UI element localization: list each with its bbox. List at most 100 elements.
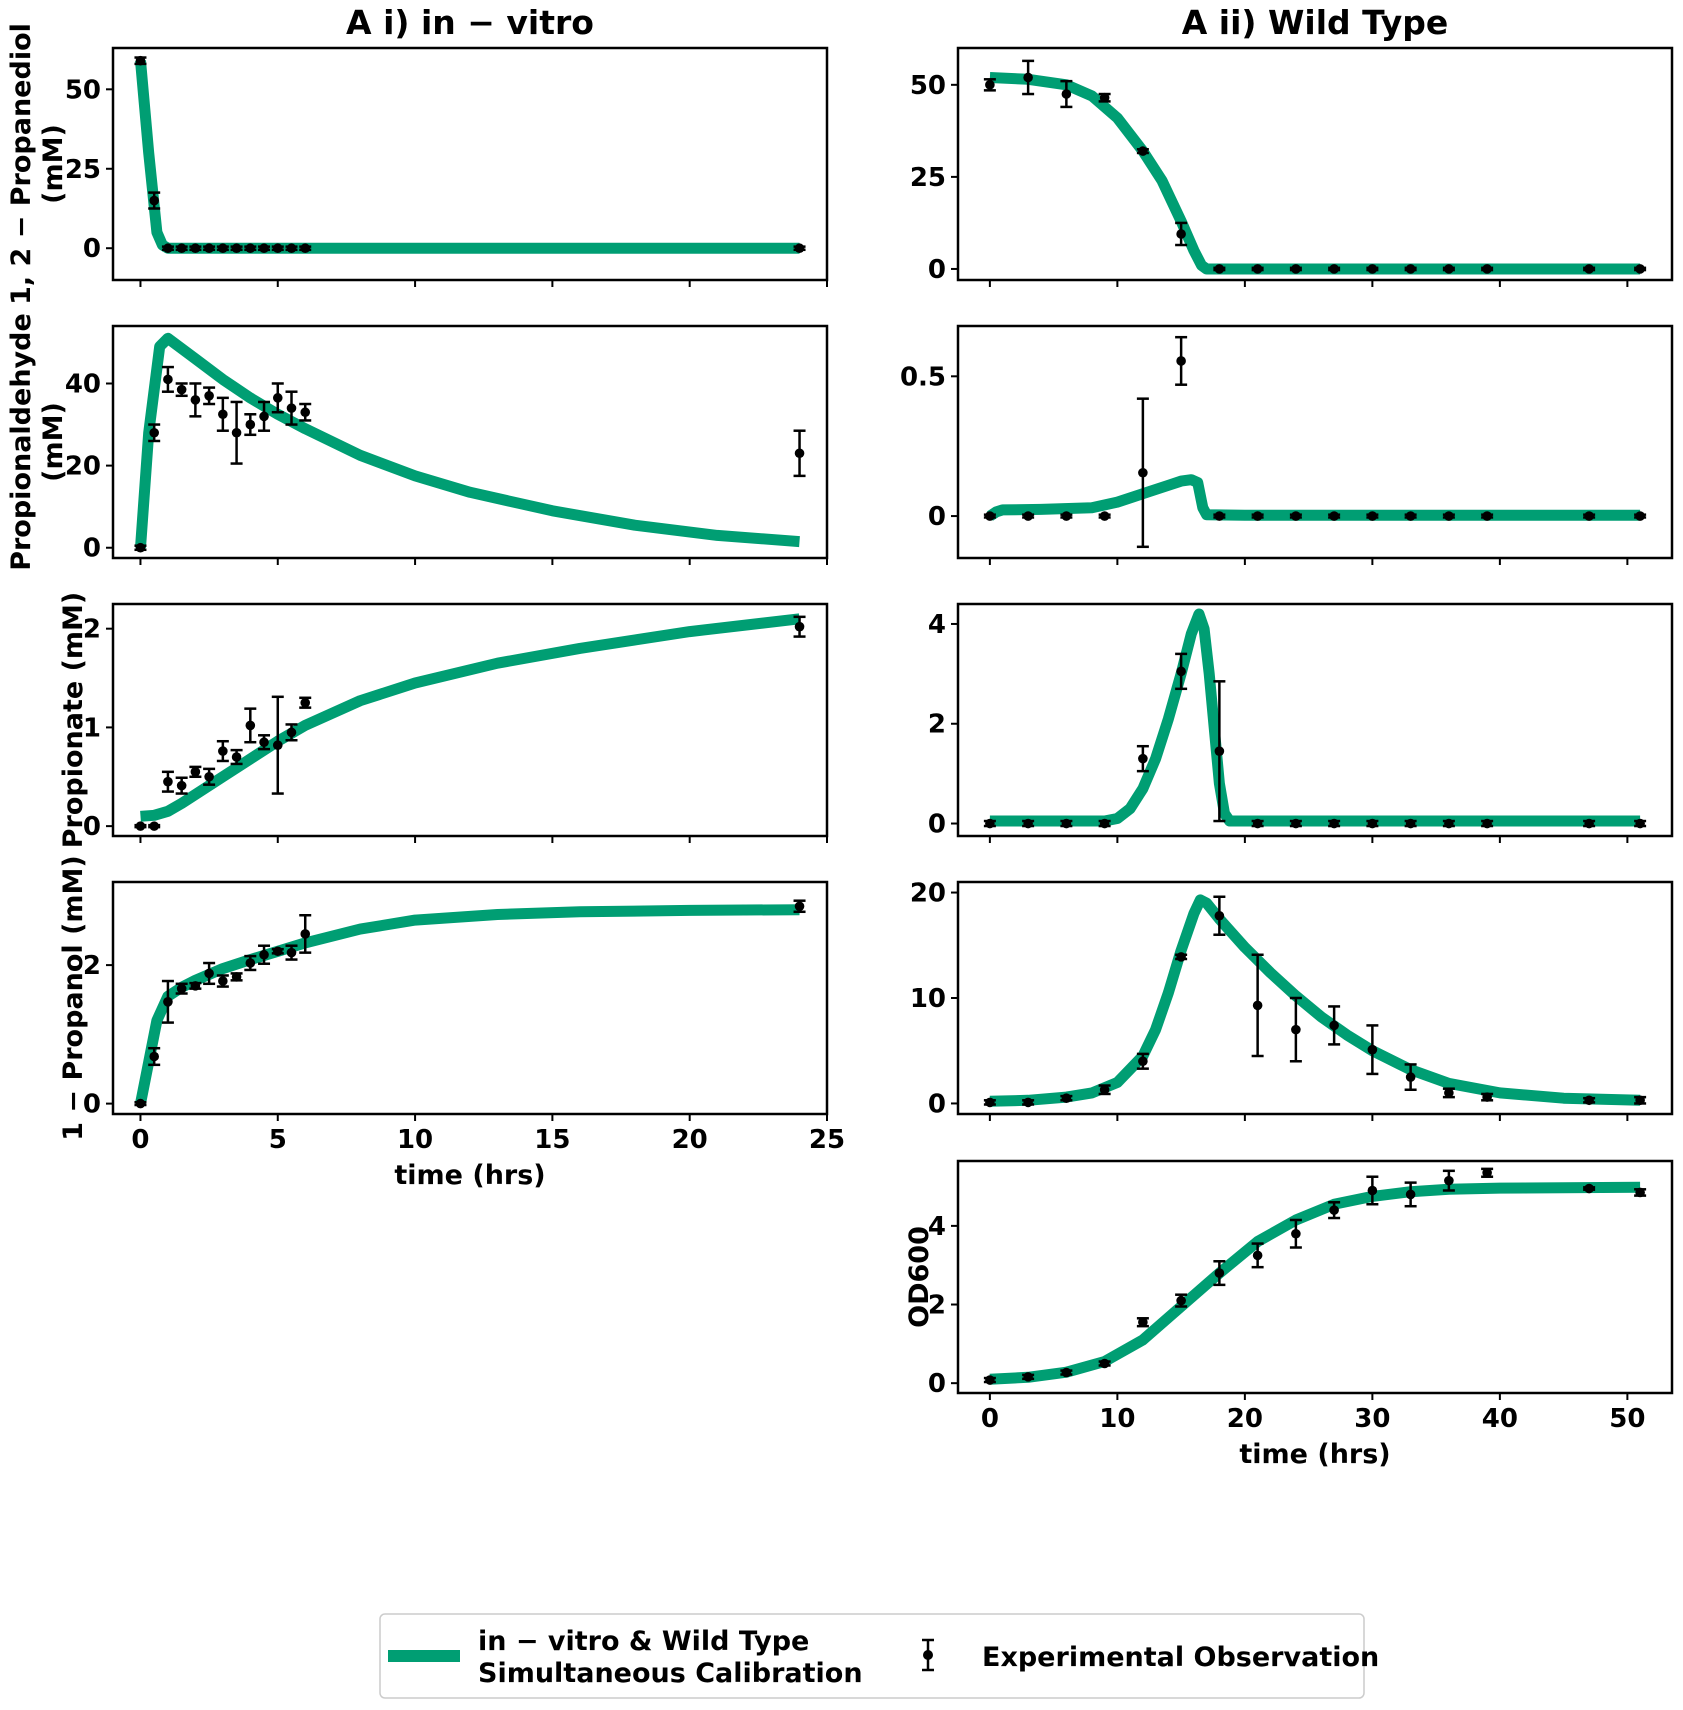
observation-point [1442, 818, 1455, 829]
observation-point [244, 243, 257, 254]
observation-point [1328, 1201, 1341, 1220]
observation-point [1213, 511, 1226, 521]
observation-point [1634, 818, 1647, 829]
y-tick-label: 40 [65, 369, 101, 399]
y-tick-label: 0 [83, 534, 101, 564]
observation-point [299, 402, 312, 422]
observation-point [1213, 1260, 1226, 1287]
y-tick-label: 2 [928, 1291, 946, 1321]
model-series-line [135, 904, 800, 1105]
observation-point [161, 979, 174, 1024]
observation-point [189, 382, 202, 418]
observation-point [793, 899, 806, 914]
observation-point [1328, 511, 1341, 521]
observation-point [1060, 1093, 1073, 1103]
observation-point [189, 243, 202, 254]
observation-point [299, 696, 312, 709]
observation-point [230, 400, 243, 465]
model-series-line [989, 608, 1641, 827]
x-tick-label: 30 [1354, 1404, 1390, 1434]
y-tick-label: 0 [83, 1090, 101, 1120]
y-tick-label: 0.5 [900, 362, 946, 392]
chart-title: A ii) Wild Type [1182, 3, 1448, 42]
x-tick-label: 20 [672, 1125, 708, 1155]
observation-point [1251, 953, 1264, 1058]
chart-title: A i) in − vitro [346, 3, 594, 42]
chart-panel-wt_po: 0 10 20 [910, 879, 1674, 1121]
observation-point [175, 776, 188, 795]
observation-point [1481, 511, 1494, 521]
observation-point [1251, 511, 1264, 521]
observation-point [148, 821, 161, 831]
observation-point [258, 734, 271, 751]
x-tick-label: 40 [1482, 1404, 1518, 1434]
observation-point [1583, 264, 1596, 274]
observation-point [203, 386, 216, 406]
observation-point [1251, 818, 1264, 829]
model-series-line [135, 332, 800, 549]
observation-point [230, 243, 243, 254]
observation-point [148, 191, 161, 210]
observation-point [271, 382, 284, 414]
observation-point [271, 946, 284, 957]
model-series-line [986, 474, 1641, 521]
legend: in − vitro & Wild Type Simultaneous Cali… [379, 1613, 1379, 1699]
y-axis-label: OD600 [904, 1226, 935, 1328]
observation-point [1251, 264, 1264, 274]
observation-point [1583, 818, 1596, 829]
observation-point [1442, 511, 1455, 521]
observation-point [1022, 511, 1035, 521]
observation-point [216, 243, 229, 254]
observation-point [1442, 1087, 1455, 1099]
observation-point [1060, 1367, 1073, 1378]
observation-point [189, 981, 202, 991]
observation-point [271, 695, 284, 795]
observation-point [134, 55, 147, 66]
observation-point [216, 974, 229, 988]
observation-point [1136, 1052, 1149, 1070]
observation-point [230, 748, 243, 766]
model-series-line [140, 613, 801, 822]
observation-point [1404, 1181, 1417, 1208]
model-series-line [989, 72, 1641, 275]
x-axis-label: time (hrs) [394, 1160, 545, 1191]
x-tick-label: 50 [1609, 1404, 1645, 1434]
observation-point [1098, 1358, 1111, 1369]
observation-point [1098, 511, 1111, 521]
observation-point [175, 982, 188, 995]
y-axis-label: (mM) [38, 124, 69, 204]
observation-point [1098, 1084, 1111, 1096]
observation-point [148, 423, 161, 443]
observation-point [793, 429, 806, 478]
axes-frame [956, 602, 1674, 838]
observation-point [285, 723, 298, 742]
chart-panel-iv_po: 0 5 10 15 20 25 0 2 time (hrs) 1 − Propanol (mM) [58, 855, 845, 1191]
chart-panel-wt_od: 0 10 20 30 40 50 0 2 4 time (hrs) OD600 [904, 1159, 1674, 1470]
x-tick-label: 25 [809, 1125, 845, 1155]
y-tick-label: 2 [83, 615, 101, 645]
observation-point [189, 765, 202, 779]
observation-point [1175, 1293, 1188, 1308]
observation-point [1404, 818, 1417, 829]
observation-point [1583, 511, 1596, 521]
model-series-line [989, 1181, 1641, 1385]
axes-frame [111, 880, 829, 1116]
observation-point [134, 542, 147, 553]
observation-point [1213, 895, 1226, 936]
observation-point [258, 400, 271, 432]
y-tick-label: 4 [928, 610, 946, 640]
observation-point [285, 390, 298, 426]
observation-point [161, 770, 174, 793]
axes-frame [111, 46, 829, 282]
observation-point [1060, 511, 1073, 521]
x-tick-label: 0 [981, 1404, 999, 1434]
y-axis-label: Propionate (mM) [58, 592, 89, 849]
legend-model-label-line1: in − vitro & Wild Type [478, 1626, 809, 1657]
y-tick-label: 0 [928, 502, 946, 532]
observation-point [216, 739, 229, 763]
observation-point [983, 1097, 996, 1108]
observation-point [285, 243, 298, 254]
x-tick-label: 10 [397, 1125, 433, 1155]
observation-point [1098, 818, 1111, 829]
observation-point [230, 972, 243, 982]
